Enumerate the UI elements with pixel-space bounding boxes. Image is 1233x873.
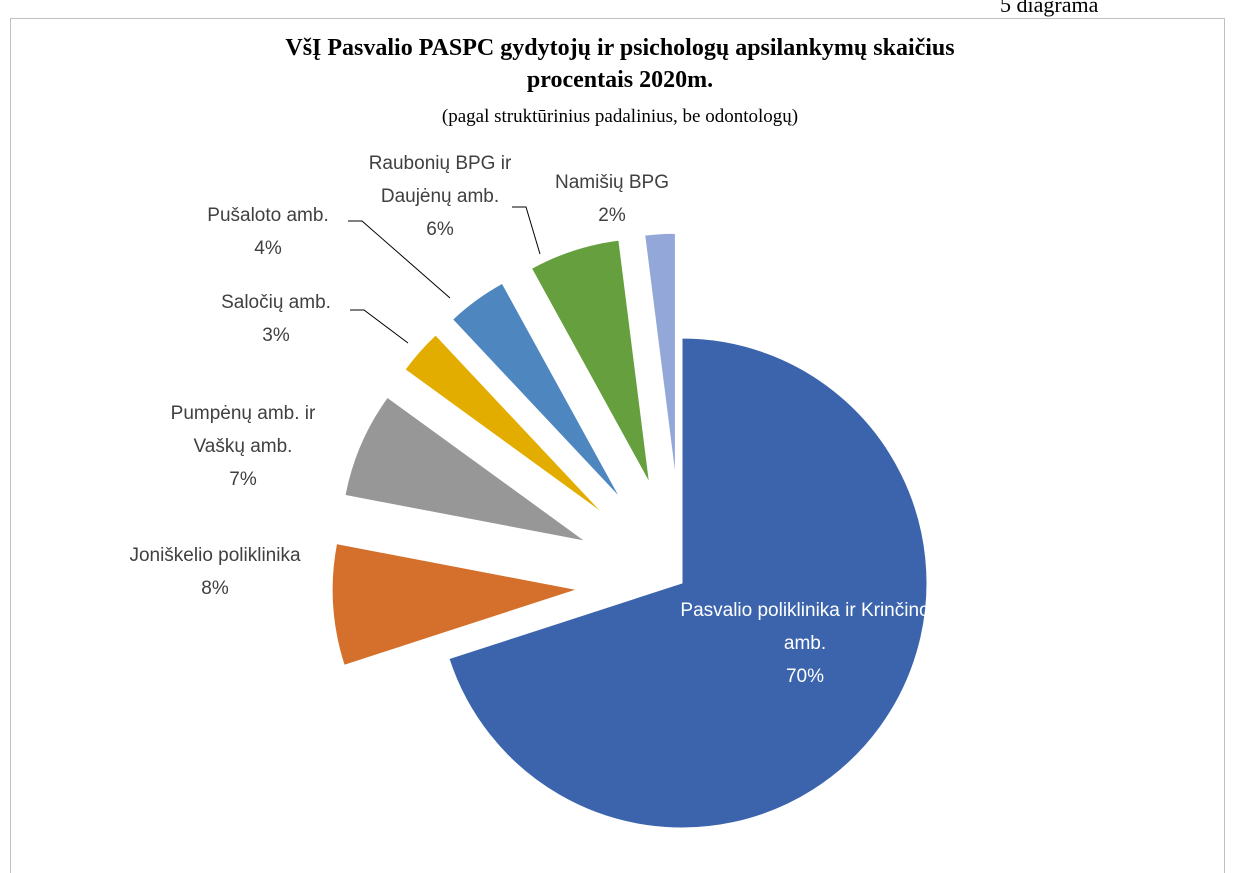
slice-label: Pasvalio poliklinika ir Krinčino amb. 70% xyxy=(675,594,935,693)
leader-line xyxy=(348,220,451,299)
value-label: 7% xyxy=(229,469,257,490)
value-label: 2% xyxy=(598,205,626,226)
pie-slice xyxy=(331,543,578,666)
pie-slice xyxy=(448,337,928,829)
category-label: Pušaloto amb. xyxy=(207,205,329,226)
value-label: 6% xyxy=(426,219,454,240)
slice-label: Saločių amb. 3% xyxy=(201,286,351,352)
pie-slice xyxy=(451,282,621,499)
category-label: Namišių BPG xyxy=(554,172,670,193)
pie-slice xyxy=(530,239,651,484)
value-label: 3% xyxy=(262,325,290,346)
chart-title: VšĮ Pasvalio PASPC gydytojų ir psicholog… xyxy=(285,35,955,93)
category-label: Joniškelio poliklinika xyxy=(129,545,301,566)
slice-label: Joniškelio poliklinika 8% xyxy=(85,539,345,605)
chart-frame xyxy=(10,18,1225,873)
slice-label: Raubonių BPG ir Daujėnų amb. 6% xyxy=(350,147,530,246)
slice-label: Namišių BPG 2% xyxy=(537,166,687,232)
category-label: Pasvalio poliklinika ir Krinčino amb. xyxy=(680,600,930,654)
value-label: 4% xyxy=(254,238,282,259)
value-label: 8% xyxy=(201,578,229,599)
value-label: 70% xyxy=(785,666,825,687)
slice-label: Pušaloto amb. 4% xyxy=(193,199,343,265)
category-label: Saločių amb. xyxy=(221,292,331,313)
pie xyxy=(331,232,928,829)
leader-line xyxy=(512,206,541,255)
category-label: Raubonių BPG ir Daujėnų amb. xyxy=(368,153,512,207)
category-label: Pumpėnų amb. ir Vaškų amb. xyxy=(170,403,316,457)
pie-slice xyxy=(404,334,604,514)
chart-subtitle: (pagal struktūrinius padalinius, be odon… xyxy=(441,106,799,127)
leader-line xyxy=(350,309,409,344)
slice-label: Pumpėnų amb. ir Vaškų amb. 7% xyxy=(158,397,328,496)
pie-slice xyxy=(644,232,676,479)
caption: 5 diagrama xyxy=(1000,0,1099,17)
pie-slice xyxy=(344,396,586,542)
